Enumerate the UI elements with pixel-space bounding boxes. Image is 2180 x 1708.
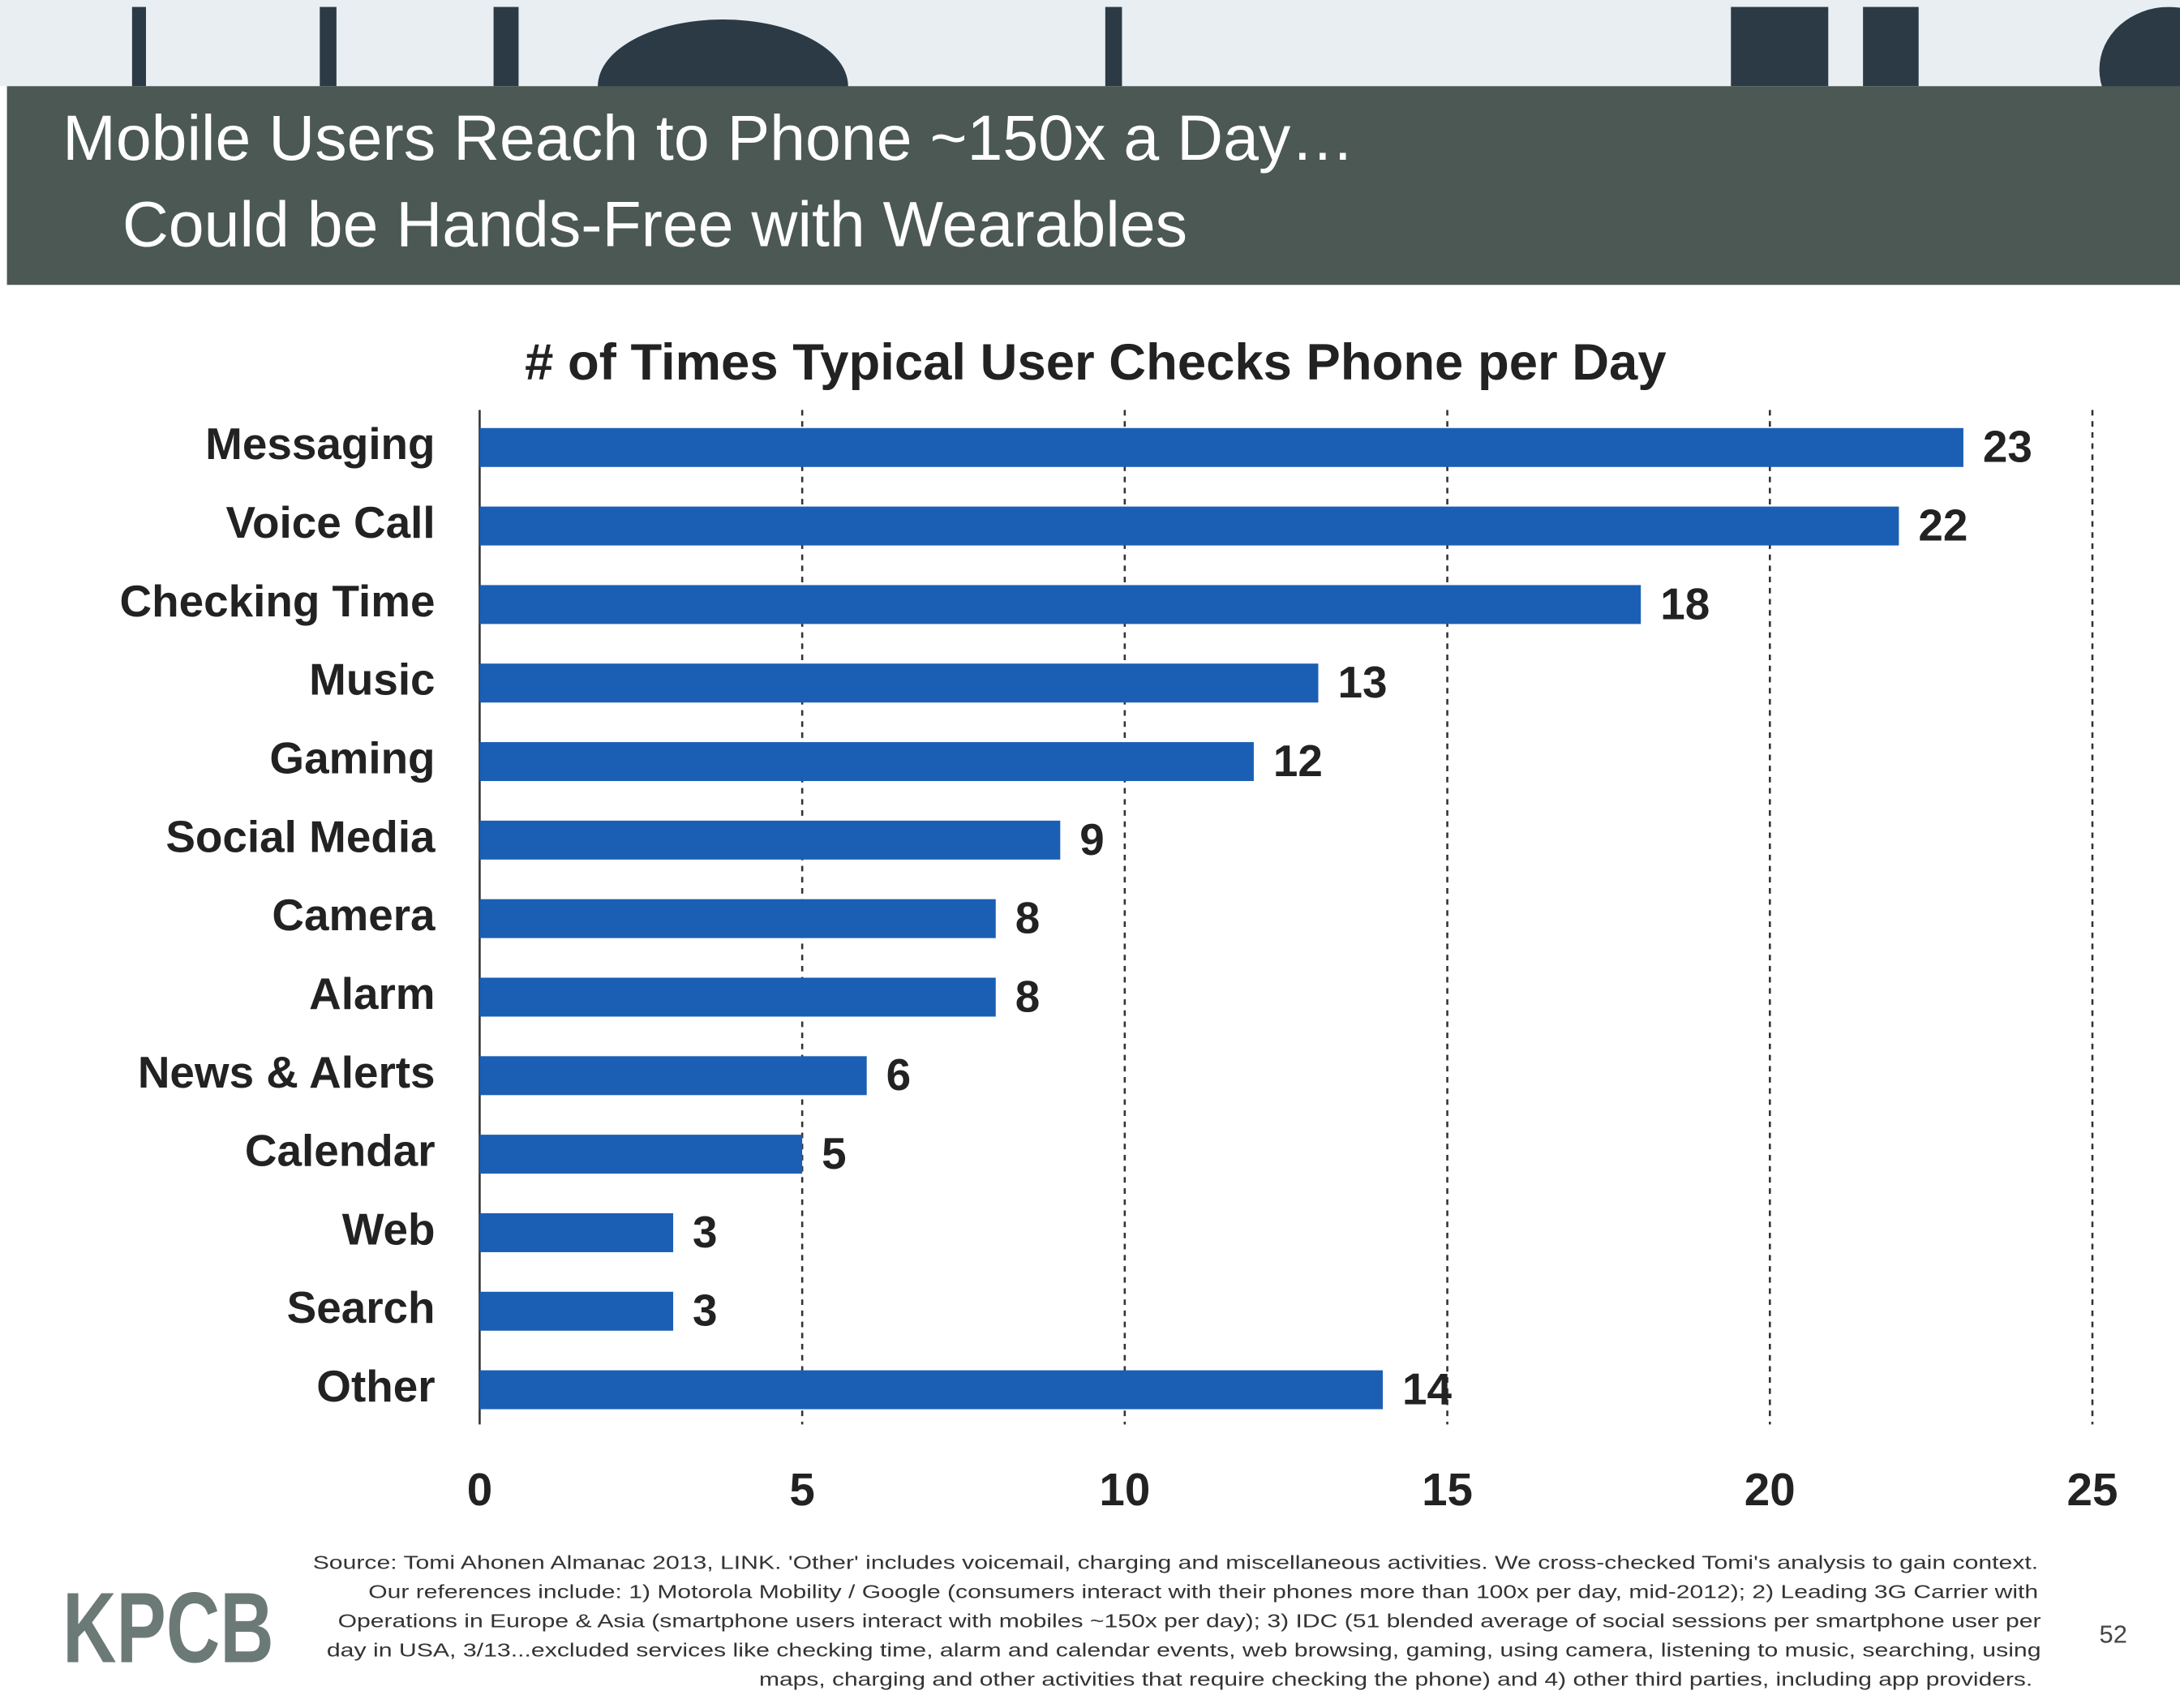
y-tick-label: Checking Time [119, 576, 435, 626]
source-line: maps, charging and other activities that… [759, 1669, 2032, 1690]
x-tick-label: 15 [1422, 1464, 1473, 1515]
x-tick-label: 20 [1744, 1464, 1796, 1515]
value-label: 3 [693, 1285, 718, 1336]
y-tick-label: Web [342, 1204, 436, 1254]
bar [479, 1056, 867, 1096]
source-line: day in USA, 3/13...excluded services lik… [327, 1640, 2041, 1661]
y-tick-label: Other [316, 1361, 435, 1411]
y-tick-label: Gaming [269, 733, 435, 783]
value-label: 13 [1337, 657, 1387, 707]
bar [479, 1212, 674, 1252]
y-tick-label: Messaging [205, 418, 435, 469]
source-note: Source: Tomi Ahonen Almanac 2013, LINK. … [313, 1552, 2041, 1690]
value-label: 8 [1015, 971, 1041, 1021]
value-label: 14 [1402, 1364, 1453, 1414]
value-label: 5 [822, 1128, 847, 1178]
bar [479, 1135, 803, 1174]
page-number: 52 [2100, 1620, 2127, 1648]
slide-title: Could be Hands-Free with Wearables [122, 188, 1187, 260]
y-tick-label: Search [287, 1282, 436, 1332]
x-tick-label: 25 [2067, 1464, 2118, 1515]
source-line: Our references include: 1) Motorola Mobi… [368, 1581, 2038, 1603]
value-label: 23 [1983, 422, 2032, 472]
value-label: 22 [1918, 500, 1968, 551]
chart-title: # of Times Typical User Checks Phone per… [525, 334, 1667, 391]
bar [479, 427, 1963, 467]
y-tick-label: Social Media [165, 811, 436, 861]
y-tick-label: Voice Call [226, 497, 436, 547]
y-tick-label: Music [309, 654, 435, 705]
source-line: Operations in Europe & Asia (smartphone … [338, 1611, 2041, 1632]
bar [479, 1370, 1384, 1410]
bar [479, 820, 1061, 860]
value-label: 3 [693, 1207, 718, 1257]
x-tick-label: 10 [1099, 1464, 1150, 1515]
value-label: 8 [1015, 893, 1041, 943]
slide-title: Mobile Users Reach to Phone ~150x a Day… [62, 102, 1354, 174]
value-label: 9 [1079, 814, 1105, 865]
x-tick-label: 0 [467, 1464, 492, 1515]
value-label: 12 [1273, 736, 1323, 786]
value-label: 6 [886, 1049, 912, 1100]
bar [479, 585, 1641, 624]
bar [479, 742, 1254, 782]
bar [479, 1291, 674, 1331]
source-line: Source: Tomi Ahonen Almanac 2013, LINK. … [313, 1552, 2038, 1573]
title-band [6, 86, 2180, 285]
logo: KPCB [62, 1572, 274, 1684]
y-tick-label: Calendar [245, 1126, 436, 1176]
bar [479, 899, 996, 938]
bar [479, 663, 1319, 703]
x-tick-label: 5 [789, 1464, 814, 1515]
bar [479, 506, 1899, 546]
y-tick-label: Camera [272, 890, 436, 940]
y-tick-label: Alarm [309, 968, 435, 1019]
plot: 0 5 10 15 20 25 Messaging 23 Voice Call 22 Checkin… [119, 410, 2118, 1515]
bar [479, 977, 996, 1017]
value-label: 18 [1660, 578, 1710, 629]
y-tick-label: News & Alerts [138, 1047, 436, 1097]
